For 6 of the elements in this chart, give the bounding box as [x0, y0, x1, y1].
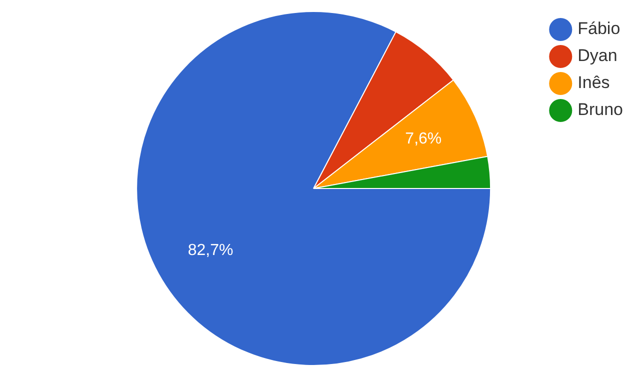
legend-label: Inês	[578, 73, 610, 92]
legend-label: Bruno	[578, 100, 624, 120]
legend-label: Fábio	[578, 19, 620, 38]
data-label: 7,6%	[405, 130, 442, 148]
legend-label: Dyan	[578, 46, 618, 66]
data-label: 82,7%	[188, 242, 234, 260]
